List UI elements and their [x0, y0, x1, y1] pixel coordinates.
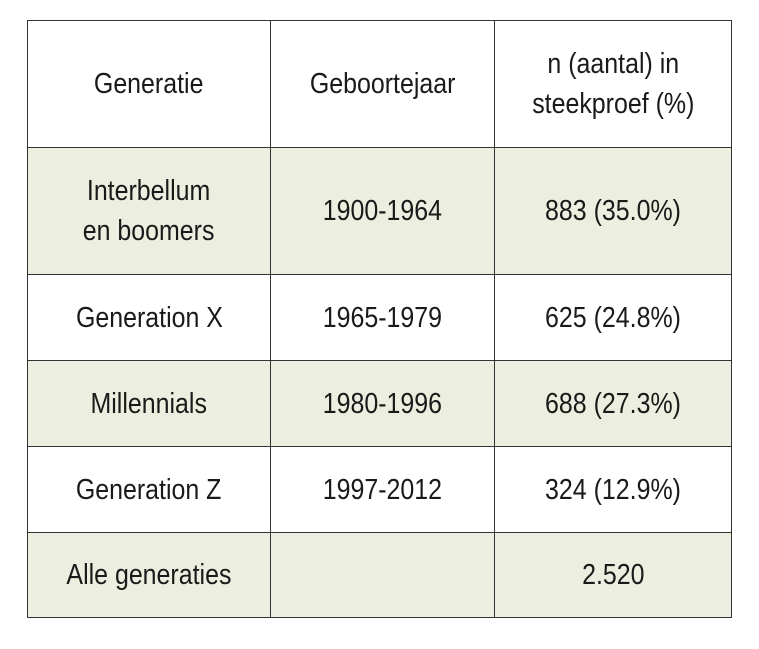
cell-text: 625 (24.8%): [545, 301, 681, 334]
table-cell: 1980-1996: [270, 360, 495, 447]
table: Generatie Geboortejaar n (aantal) in steek…: [27, 20, 732, 618]
table-cell: Interbellum en boomers: [27, 147, 271, 275]
cell-text: n (aantal) in steekproef (%): [531, 48, 695, 120]
cell-text: 1997-2012: [322, 473, 443, 506]
table-cell: 324 (12.9%): [494, 446, 732, 533]
table-cell: Generation Z: [27, 446, 271, 533]
table-cell: 883 (35.0%): [494, 147, 732, 275]
cell-text: Generation X: [75, 301, 223, 334]
header-cell: Generatie: [27, 20, 271, 148]
header-cell: n (aantal) in steekproef (%): [494, 20, 732, 148]
header-row: Generatie Geboortejaar n (aantal) in steek…: [27, 20, 732, 148]
cell-text: Generatie: [94, 68, 204, 100]
table-row: Generation X 1965-1979 625 (24.8%): [27, 274, 732, 361]
cell-text: 1980-1996: [322, 387, 443, 420]
cell-text: 2.520: [581, 559, 645, 591]
table-cell: Generation X: [27, 274, 271, 361]
table-cell: Alle generaties: [27, 532, 271, 618]
table-cell: 1965-1979: [270, 274, 495, 361]
cell-text: Alle generaties: [66, 559, 232, 591]
table-cell: 688 (27.3%): [494, 360, 732, 447]
cell-text: Generation Z: [76, 473, 222, 506]
cell-text: 324 (12.9%): [545, 473, 681, 506]
table-row: Generation Z 1997-2012 324 (12.9%): [27, 446, 732, 533]
table-cell: [270, 532, 495, 618]
cell-text: 1965-1979: [322, 301, 443, 334]
cell-text: Geboortejaar: [309, 68, 456, 100]
table-cell: Millennials: [27, 360, 271, 447]
cell-text: Interbellum en boomers: [83, 175, 215, 247]
table-cell: 1997-2012: [270, 446, 495, 533]
table-row: Interbellum en boomers 1900-1964 883 (35.0…: [27, 147, 732, 275]
table-cell: 625 (24.8%): [494, 274, 732, 361]
cell-text: 883 (35.0%): [545, 195, 681, 227]
cell-text: 688 (27.3%): [545, 387, 681, 420]
table-row: Alle generaties 2.520: [27, 532, 732, 618]
cell-text: 1900-1964: [322, 195, 443, 227]
table-row: Millennials 1980-1996 688 (27.3%): [27, 360, 732, 447]
header-cell: Geboortejaar: [270, 20, 495, 148]
table-cell: 1900-1964: [270, 147, 495, 275]
cell-text: Millennials: [90, 387, 208, 420]
table-cell: 2.520: [494, 532, 732, 618]
